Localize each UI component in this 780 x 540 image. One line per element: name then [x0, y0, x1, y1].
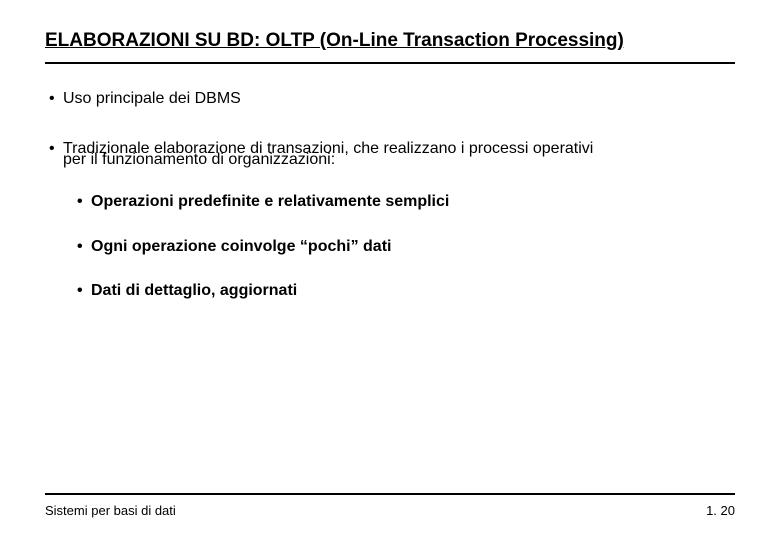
bullet-dot-icon: • [77, 280, 91, 302]
slide-footer: Sistemi per basi di dati 1. 20 [45, 493, 735, 518]
sub-bullet-item: •Dati di dettaglio, aggiornati [45, 280, 735, 302]
sub-bullet-text: Operazioni predefinite e relativamente s… [91, 193, 449, 210]
footer-page-number: 1. 20 [706, 503, 735, 518]
bullet-text: Uso principale dei DBMS [63, 90, 241, 107]
slide-title: ELABORAZIONI SU BD: OLTP (On-Line Transa… [45, 30, 735, 64]
sub-bullet-text: Ogni operazione coinvolge “pochi” dati [91, 238, 391, 255]
footer-left: Sistemi per basi di dati [45, 503, 176, 518]
slide-container: ELABORAZIONI SU BD: OLTP (On-Line Transa… [0, 0, 780, 540]
bullet-dot-icon: • [77, 236, 91, 258]
bullet-dot-icon: • [77, 191, 91, 213]
sub-bullet-item: •Operazioni predefinite e relativamente … [45, 191, 735, 213]
sub-bullet-item: •Ogni operazione coinvolge “pochi” dati [45, 236, 735, 258]
slide-content: •Uso principale dei DBMS •Tradizionale e… [45, 88, 735, 302]
sub-bullet-text: Dati di dettaglio, aggiornati [91, 282, 297, 299]
bullet-dot-icon: • [49, 138, 63, 160]
bullet-item: •Uso principale dei DBMS [45, 88, 735, 110]
bullet-dot-icon: • [49, 88, 63, 110]
